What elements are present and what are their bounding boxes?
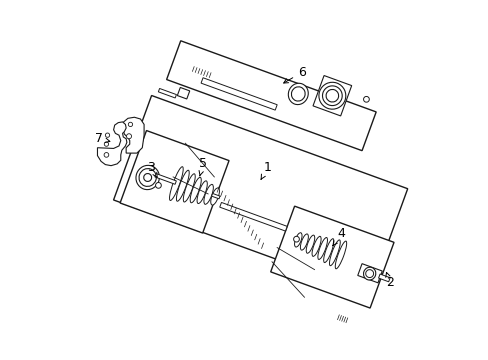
Text: 3: 3 [147,161,157,177]
Ellipse shape [305,235,314,253]
Ellipse shape [139,168,156,186]
Ellipse shape [288,83,307,105]
Ellipse shape [210,188,219,205]
Ellipse shape [300,234,308,250]
Ellipse shape [197,181,207,203]
Polygon shape [177,87,189,99]
Text: 7: 7 [95,132,110,145]
Polygon shape [155,174,176,184]
Ellipse shape [311,236,321,256]
Polygon shape [270,206,393,308]
Ellipse shape [294,233,302,247]
Ellipse shape [190,177,201,203]
Ellipse shape [169,167,183,201]
Ellipse shape [365,270,373,278]
Ellipse shape [126,134,131,139]
Text: 1: 1 [261,161,271,179]
Ellipse shape [291,87,305,101]
Polygon shape [97,122,126,166]
Polygon shape [120,131,228,233]
Ellipse shape [329,240,340,266]
Ellipse shape [183,174,195,202]
Ellipse shape [363,96,368,102]
Ellipse shape [155,183,161,188]
Polygon shape [378,274,389,282]
Polygon shape [201,78,277,110]
Polygon shape [113,95,407,293]
Polygon shape [122,117,144,153]
Ellipse shape [143,174,151,181]
Ellipse shape [203,184,213,204]
Polygon shape [357,264,382,283]
Ellipse shape [104,142,108,146]
Ellipse shape [293,236,299,242]
Ellipse shape [363,267,375,280]
Ellipse shape [318,82,345,109]
Polygon shape [312,76,351,116]
Ellipse shape [335,241,346,269]
Ellipse shape [104,153,108,157]
Ellipse shape [105,133,109,137]
Polygon shape [219,202,286,231]
Polygon shape [166,41,375,151]
Ellipse shape [128,122,132,127]
Ellipse shape [317,238,327,260]
Polygon shape [211,193,220,199]
Polygon shape [158,89,176,98]
Ellipse shape [176,170,189,201]
Text: 4: 4 [332,227,345,246]
Text: 5: 5 [199,157,207,176]
Ellipse shape [136,165,159,190]
Ellipse shape [323,239,333,262]
Text: 6: 6 [283,66,305,83]
Ellipse shape [325,89,338,102]
Ellipse shape [322,86,342,105]
Text: 2: 2 [385,273,393,289]
